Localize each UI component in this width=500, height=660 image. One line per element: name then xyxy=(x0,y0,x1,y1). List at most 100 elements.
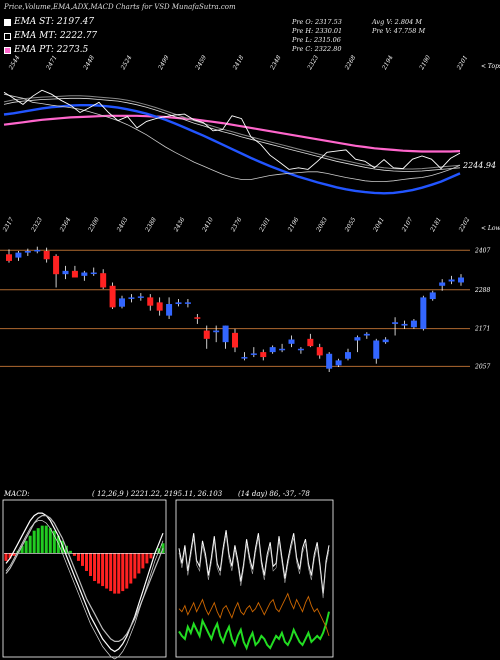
macd-histogram-bar xyxy=(20,545,24,554)
macd-histogram-bar xyxy=(28,535,32,554)
candle-body xyxy=(279,348,286,351)
ohlc-open: Pre O: 2317.53 xyxy=(292,18,342,26)
candle-body xyxy=(232,332,238,348)
bottom-tick-label: 2317 xyxy=(1,216,15,234)
candle-body xyxy=(316,347,323,356)
candle-body xyxy=(335,360,342,366)
bottom-tick-label: 2107 xyxy=(400,216,414,234)
candle-body xyxy=(90,272,97,275)
ema-mt-shadow-line xyxy=(3,95,461,170)
macd-params: ( 12,26,9 ) 2221.22, 2195.11, 26.103 xyxy=(92,490,223,498)
macd-histogram-bar xyxy=(125,553,129,589)
candle-body xyxy=(137,296,144,298)
candle-body xyxy=(382,339,389,343)
macd-line-shadow xyxy=(5,520,164,660)
macd-label: MACD: xyxy=(4,490,30,498)
legend-swatch-ema-pt xyxy=(4,46,11,54)
top-tick-label: 2323 xyxy=(306,54,320,72)
di-plus-line xyxy=(178,611,330,651)
macd-histogram-bar xyxy=(32,530,36,554)
candle-body xyxy=(429,292,436,300)
macd-histogram-bar xyxy=(133,553,137,579)
candle-body xyxy=(6,254,12,261)
ohlc-close: Pre C: 2322.80 xyxy=(292,45,342,53)
legend-label-ema-pt: EMA PT: 2273.5 xyxy=(14,45,89,55)
macd-histogram-bar xyxy=(48,528,52,554)
candle-body xyxy=(128,297,135,299)
candle-body xyxy=(109,285,116,308)
legend-label-ema-mt: EMA MT: 2222.77 xyxy=(14,31,98,41)
candle-body xyxy=(288,339,295,344)
top-tick-label: 2544 xyxy=(7,54,21,72)
candle-body xyxy=(458,277,464,283)
di-minus-line xyxy=(178,592,330,637)
bottom-tick-label: 2041 xyxy=(372,216,386,234)
candle-body xyxy=(34,249,41,252)
ohlc-low: Pre L: 2315.06 xyxy=(292,36,341,44)
candle-body xyxy=(420,297,427,329)
macd-histogram-bar xyxy=(141,553,145,569)
macd-histogram-bar xyxy=(8,553,12,559)
candle-body xyxy=(401,323,408,326)
candle-body xyxy=(363,333,370,336)
top-tick-label: 2471 xyxy=(45,54,59,72)
bottom-tick-label: 2323 xyxy=(30,216,44,234)
top-tick-label: 2524 xyxy=(119,54,133,72)
top-tick-label: 2268 xyxy=(343,54,357,72)
candle-body xyxy=(119,298,125,307)
macd-histogram-bar xyxy=(56,535,60,554)
candle-body xyxy=(439,282,446,286)
bottom-tick-label: 2376 xyxy=(229,216,243,234)
adx-line xyxy=(178,530,330,594)
price-level-label: 2057 xyxy=(474,363,490,370)
candle-body xyxy=(15,252,22,258)
candle-body xyxy=(24,250,31,253)
macd-histogram-bar xyxy=(137,553,141,574)
ohlc-high: Pre H: 2330.01 xyxy=(292,27,343,35)
lows-label: < Lows xyxy=(481,225,500,232)
candle-body xyxy=(250,353,257,355)
bottom-tick-label: 2410 xyxy=(201,216,215,234)
legend-ema-pt: EMA PT: 2273.5 xyxy=(4,45,88,55)
top-tick-label: 2190 xyxy=(418,54,432,72)
adx-line-shadow xyxy=(178,534,330,599)
macd-histogram-bar xyxy=(113,553,117,594)
legend-swatch-ema-mt xyxy=(4,32,11,40)
candle-body xyxy=(203,330,210,339)
candle-body xyxy=(147,297,154,306)
macd-histogram-bar xyxy=(145,553,149,564)
tops-label: < Tops xyxy=(481,63,500,70)
candle-body xyxy=(410,320,417,328)
candle-body xyxy=(222,325,229,343)
ema-pt-line xyxy=(3,114,461,153)
candle-body xyxy=(373,340,380,359)
legend-label-ema-st: EMA ST: 2197.47 xyxy=(14,17,95,27)
candle-body xyxy=(354,337,361,341)
candle-body xyxy=(307,338,314,347)
candle-body xyxy=(71,270,78,278)
ema-st-line xyxy=(3,93,461,183)
legend-swatch-ema-st xyxy=(4,18,11,26)
top-tick-label: 2499 xyxy=(157,54,171,72)
macd-histogram-bar xyxy=(12,553,16,556)
ohlc-avg-volume: Avg V: 2.804 M xyxy=(372,18,422,26)
macd-histogram-bar xyxy=(44,525,48,554)
macd-signal-line xyxy=(5,514,164,643)
macd-histogram-bar xyxy=(4,553,8,561)
legend-ema-st: EMA ST: 2197.47 xyxy=(4,17,94,27)
top-tick-label: 2201 xyxy=(455,54,469,72)
macd-panel xyxy=(2,499,167,658)
candle-body xyxy=(260,352,267,358)
macd-histogram-bar xyxy=(97,553,101,584)
bottom-tick-label: 2301 xyxy=(258,216,272,234)
adx-params: (14 day) 86, -37, -78 xyxy=(238,490,310,498)
candle-body xyxy=(326,353,333,369)
bottom-tick-label: 2083 xyxy=(315,216,329,234)
legend-ema-mt: EMA MT: 2222.77 xyxy=(4,31,97,41)
top-tick-label: 2348 xyxy=(269,54,283,72)
bottom-tick-label: 2388 xyxy=(144,216,158,234)
macd-histogram-bar xyxy=(52,530,56,554)
macd-histogram-bar xyxy=(149,553,153,559)
bottom-tick-label: 2055 xyxy=(343,216,357,234)
